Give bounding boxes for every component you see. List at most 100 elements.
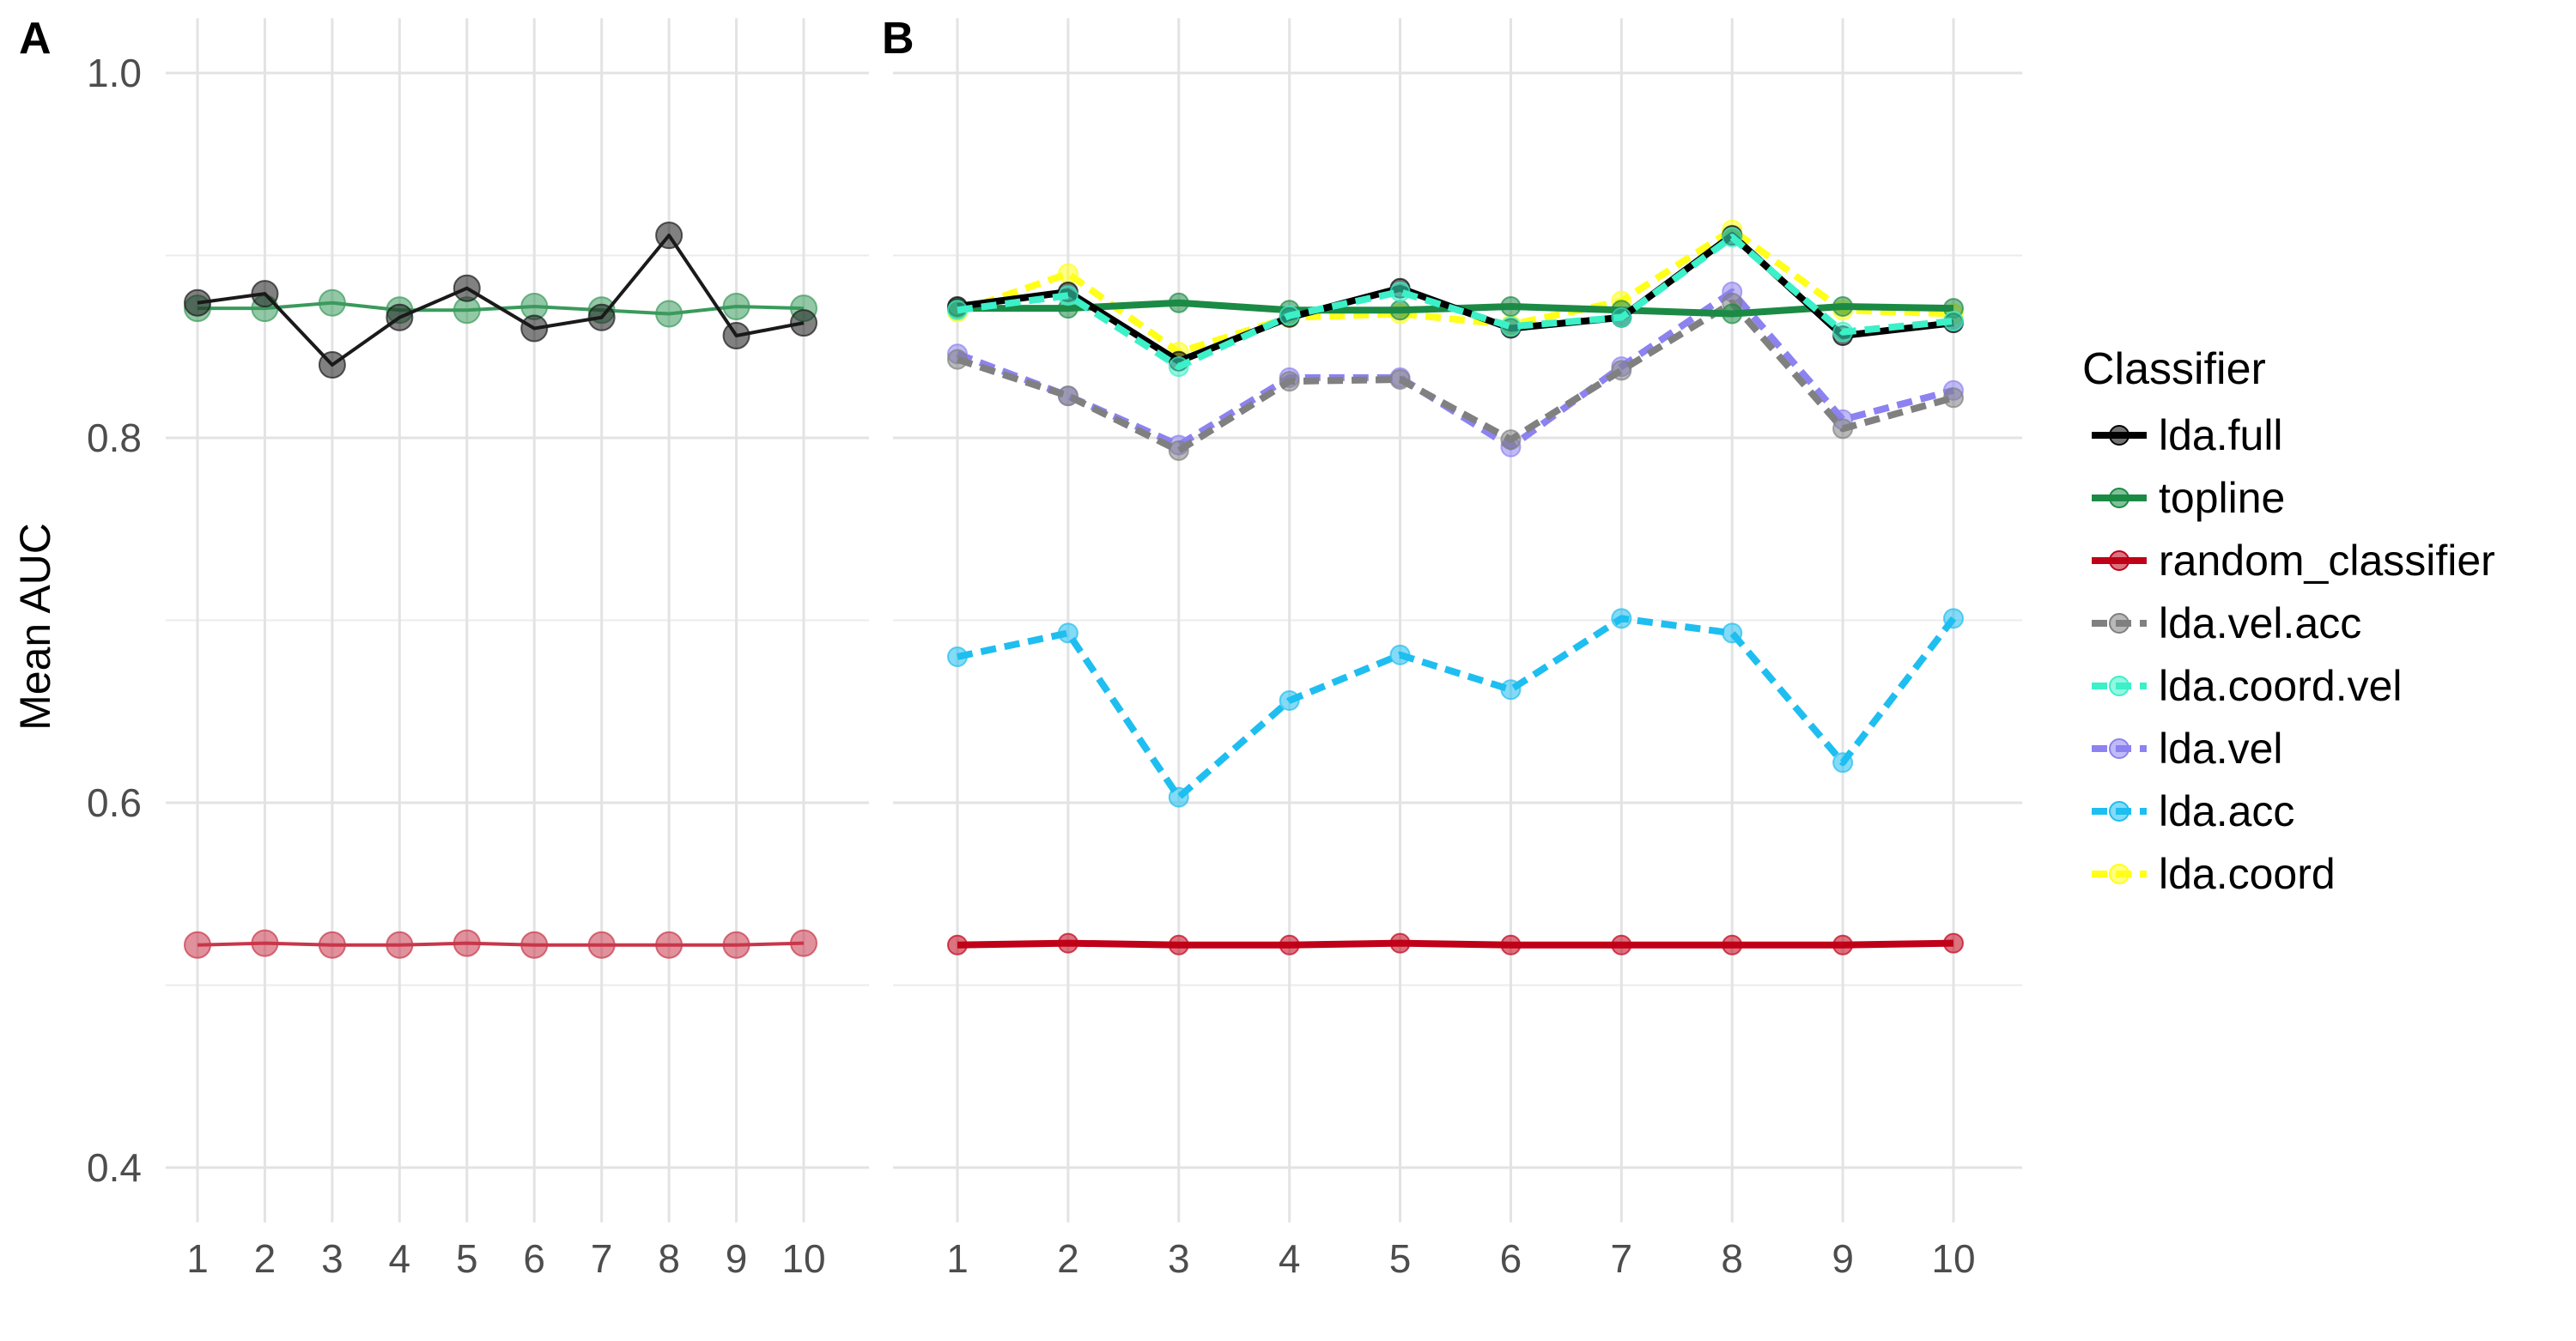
data-point <box>1168 440 1189 461</box>
legend-item: random_classifier <box>2092 537 2495 585</box>
series-lda-coord-vel <box>947 227 1964 378</box>
data-point <box>520 314 549 343</box>
panel-b-plot: 1 2 3 4 5 6 7 8 9 10 <box>893 18 2022 1281</box>
x-tick-label: 3 <box>1168 1236 1190 1281</box>
data-point <box>1389 282 1411 302</box>
data-point <box>722 322 750 349</box>
data-point <box>184 931 211 959</box>
legend-label: lda.coord <box>2159 850 2336 898</box>
x-tick-label: 2 <box>254 1236 276 1281</box>
panel-a-tag: A <box>19 14 52 64</box>
x-tick-label: 5 <box>1389 1236 1412 1281</box>
data-point <box>1832 418 1854 440</box>
legend-label: lda.full <box>2159 411 2283 459</box>
y-tick-label: 0.8 <box>87 416 142 460</box>
data-point <box>1500 679 1522 701</box>
x-tick-label: 8 <box>1721 1236 1743 1281</box>
data-point <box>1611 934 1632 956</box>
data-point <box>318 351 346 379</box>
data-point <box>386 931 414 959</box>
legend-label: lda.coord.vel <box>2159 662 2403 710</box>
data-point <box>1611 306 1632 328</box>
data-point <box>1943 932 1964 954</box>
data-point <box>251 280 279 308</box>
legend: Classifier lda.full topline random_classif… <box>2082 344 2495 898</box>
legend-items: lda.full topline random_classifier lda.vel.… <box>2092 411 2495 898</box>
data-point <box>453 274 481 302</box>
data-point <box>1943 311 1964 331</box>
legend-item: lda.vel <box>2092 725 2283 773</box>
data-point <box>1500 296 1522 317</box>
data-point <box>587 931 616 959</box>
x-tick-label: 10 <box>1931 1236 1975 1281</box>
series-line-lda-full <box>197 234 805 367</box>
panel-b-tag: B <box>882 14 914 64</box>
y-axis-label: Mean AUC <box>11 523 59 731</box>
data-point <box>1279 934 1300 956</box>
data-point <box>790 929 817 957</box>
legend-key-point <box>2109 738 2129 759</box>
series-lda-coord <box>947 219 1964 363</box>
legend-label: random_classifier <box>2159 537 2495 585</box>
data-point <box>1943 608 1964 629</box>
grid <box>166 18 869 1223</box>
data-point <box>1500 316 1522 337</box>
y-tick-label: 0.4 <box>87 1145 142 1190</box>
data-point <box>318 288 346 317</box>
data-point <box>947 300 968 321</box>
series-line-lda-full <box>957 232 1954 365</box>
data-point <box>1057 622 1078 644</box>
data-point <box>1057 263 1078 284</box>
data-point <box>453 929 481 957</box>
data-point <box>386 303 414 331</box>
grid <box>893 18 2022 1223</box>
x-tick-label: 9 <box>1832 1236 1854 1281</box>
legend-label: lda.vel.acc <box>2159 599 2361 647</box>
x-tick-label: 4 <box>389 1236 411 1281</box>
data-point <box>1389 369 1411 390</box>
legend-item: lda.acc <box>2092 787 2294 835</box>
x-tick-label: 1 <box>186 1236 209 1281</box>
legend-key-point <box>2109 801 2129 822</box>
data-point <box>1168 292 1189 313</box>
data-point <box>587 303 616 331</box>
data-point <box>1832 321 1854 343</box>
data-point <box>722 931 750 959</box>
legend-item: lda.coord.vel <box>2092 662 2403 710</box>
data-point <box>1500 429 1522 451</box>
x-tick-label: 7 <box>1611 1236 1633 1281</box>
legend-key-point <box>2109 425 2129 446</box>
legend-item: topline <box>2092 474 2285 522</box>
data-point <box>1279 371 1300 392</box>
data-point <box>1057 385 1078 407</box>
series-line-lda-coord <box>956 226 1954 356</box>
data-point <box>184 288 211 317</box>
series-random-classifier <box>184 929 817 959</box>
series-line-lda-coord-vel <box>957 234 1954 371</box>
x-tick-label: 5 <box>456 1236 478 1281</box>
x-tick-label: 2 <box>1057 1236 1079 1281</box>
data-point <box>1057 932 1078 954</box>
x-tick-label: 3 <box>321 1236 343 1281</box>
data-point <box>1611 608 1632 629</box>
data-point <box>1389 644 1411 665</box>
data-point <box>947 934 968 956</box>
series-lda-acc <box>947 608 1964 808</box>
data-point <box>655 931 683 959</box>
x-tick-label: 6 <box>523 1236 545 1281</box>
x-tick-label: 7 <box>591 1236 613 1281</box>
legend-item: lda.vel.acc <box>2092 599 2361 647</box>
panel-a-plot: 0.40.60.81.01 2 3 4 5 6 7 8 9 10 <box>87 18 869 1281</box>
data-point <box>1832 752 1854 774</box>
x-tick-label: 4 <box>1279 1236 1301 1281</box>
data-point <box>1832 296 1854 317</box>
legend-key-point <box>2109 676 2129 696</box>
data-point <box>1057 285 1078 306</box>
series-line-random-classifier <box>957 939 1954 949</box>
data-point <box>655 221 683 250</box>
series-random-classifier <box>947 932 1964 956</box>
data-point <box>790 309 817 337</box>
x-tick-label: 9 <box>726 1236 748 1281</box>
data-point <box>1168 786 1189 808</box>
data-point <box>1168 934 1189 956</box>
